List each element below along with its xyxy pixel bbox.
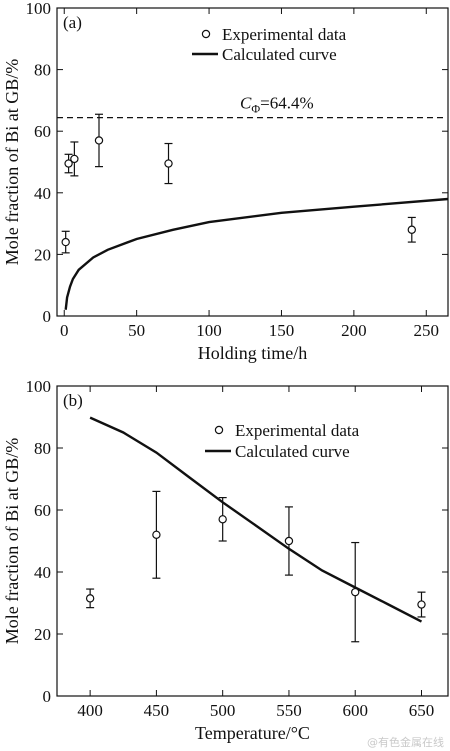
y-tick-label-b: 80 [34, 439, 51, 458]
y-tick-label-a: 20 [34, 245, 51, 264]
x-tick-label-a: 100 [196, 321, 222, 340]
data-point-b [218, 515, 227, 524]
legend-label-scatter-a: Experimental data [222, 25, 347, 44]
panel-label-b: (b) [63, 391, 83, 410]
legend-label-scatter-b: Experimental data [235, 421, 360, 440]
calculated-curve-b [89, 416, 423, 623]
y-tick-label-b: 100 [26, 377, 52, 396]
data-point-a [64, 159, 73, 168]
x-tick-label-b: 400 [77, 701, 103, 720]
chart-a: 0 50 100 150 200 250 0 20 40 60 80 100 Holding time/… [2, 0, 449, 363]
x-tick-label-b: 650 [409, 701, 435, 720]
x-axis-label-b: Temperature/°C [195, 723, 310, 743]
data-point-a [94, 136, 104, 145]
reference-subscript: Φ [251, 102, 260, 116]
watermark: @有色金属在线 [367, 735, 444, 749]
y-tick-label-b: 20 [34, 625, 51, 644]
data-point-b [85, 594, 95, 603]
data-point-b [351, 587, 360, 597]
x-tick-label-a: 150 [269, 321, 295, 340]
y-axis-label-a: Mole fraction of Bi at GB/% [2, 59, 22, 265]
data-point-a [407, 225, 416, 234]
plot-frame-a [56, 7, 449, 317]
reference-value: =64.4% [260, 94, 314, 113]
x-tick-label-a: 50 [128, 321, 145, 340]
x-tick-label-b: 450 [144, 701, 170, 720]
x-tick-label-b: 550 [276, 701, 302, 720]
data-point-b [417, 600, 426, 609]
x-tick-label-a: 200 [341, 321, 367, 340]
data-point-b [284, 536, 294, 546]
legend-marker-scatter-b [214, 425, 224, 435]
x-tick-label-a: 0 [60, 321, 69, 340]
x-tick-label-b: 600 [342, 701, 368, 720]
plot-frame-b [56, 385, 449, 697]
chart-b: 400 450 500 550 600 650 0 20 40 60 80 100 Temperatur… [2, 377, 449, 743]
x-axis-label-a: Holding time/h [198, 343, 308, 363]
y-tick-label-a: 80 [34, 61, 51, 80]
y-tick-label-a: 60 [34, 122, 51, 141]
reference-symbol: C [240, 94, 252, 113]
legend-label-curve-b: Calculated curve [235, 442, 350, 461]
y-tick-label-a: 0 [43, 307, 52, 326]
y-tick-label-a: 40 [34, 184, 51, 203]
y-axis-label-b: Mole fraction of Bi at GB/% [2, 438, 22, 644]
data-point-a [70, 154, 79, 164]
y-tick-label-b: 60 [34, 501, 51, 520]
reference-line-label-a: CΦ=64.4% [240, 94, 314, 116]
x-tick-label-b: 500 [210, 701, 236, 720]
data-point-a [164, 159, 173, 168]
panel-label-a: (a) [63, 13, 82, 32]
y-tick-label-a: 100 [26, 0, 52, 18]
calculated-curve-a [64, 197, 449, 310]
legend-label-curve-a: Calculated curve [222, 45, 337, 64]
data-point-b [152, 530, 161, 540]
x-tick-label-a: 250 [414, 321, 440, 340]
data-point-a [61, 237, 70, 247]
legend-marker-scatter-a [201, 29, 211, 39]
y-tick-label-b: 40 [34, 563, 51, 582]
y-tick-label-b: 0 [43, 687, 52, 706]
